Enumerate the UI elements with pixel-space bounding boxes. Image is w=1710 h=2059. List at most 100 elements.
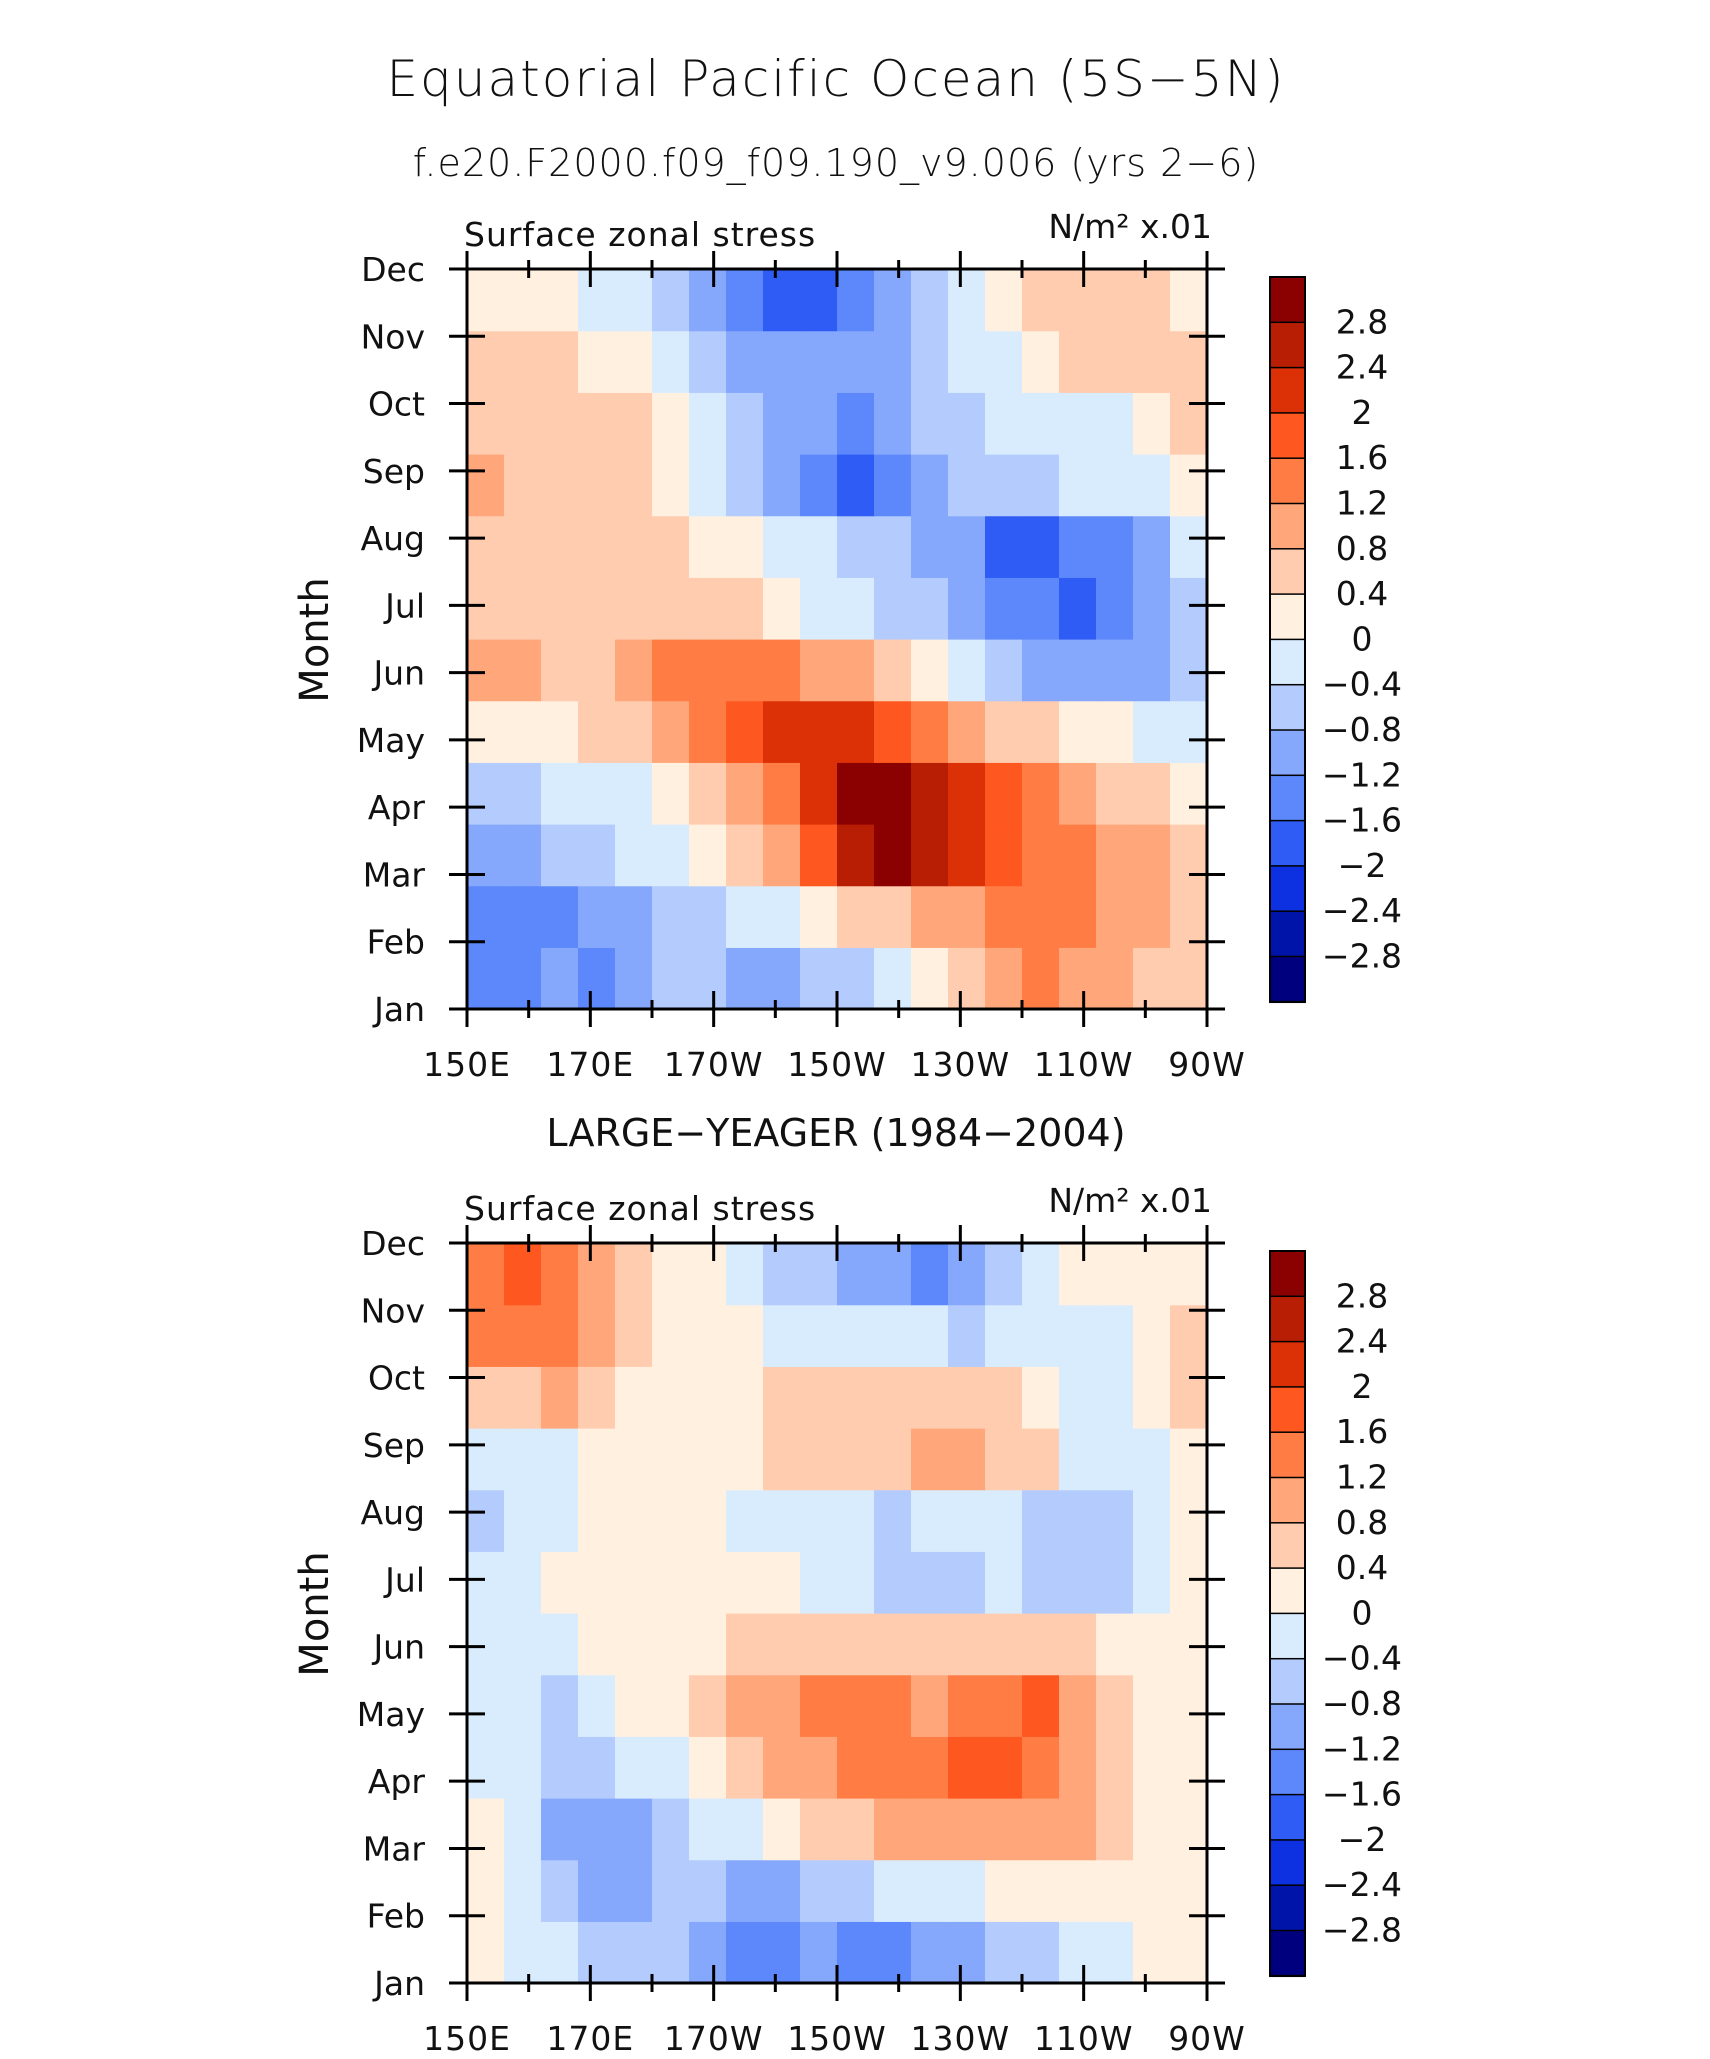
contour-cell <box>874 1489 912 1552</box>
colorbar-swatch <box>1269 1748 1306 1796</box>
contour-cell <box>467 1366 505 1429</box>
contour-cell <box>1133 947 1171 1010</box>
contour-cell <box>874 885 912 948</box>
contour-cell <box>504 515 542 578</box>
contour-cell <box>837 1366 875 1429</box>
contour-cell <box>504 1613 542 1676</box>
contour-cell <box>1022 947 1060 1010</box>
x-tick-label: 150W <box>787 2019 887 2058</box>
contour-cell <box>652 947 690 1010</box>
contour-cell <box>874 1674 912 1737</box>
contour-cell <box>1096 1921 1134 1984</box>
contour-cell <box>1096 885 1134 948</box>
figure-subtitle: f.e20.F2000.f09_f09.190_v9.006 (yrs 2−6) <box>413 141 1259 186</box>
contour-cell <box>467 885 505 948</box>
contour-cell <box>800 454 838 517</box>
contour-cell <box>1022 824 1060 887</box>
contour-cell <box>985 1736 1023 1799</box>
contour-cell <box>1133 577 1171 640</box>
contour-cell <box>948 454 986 517</box>
contour-cell <box>800 1243 838 1306</box>
contour-cell <box>689 947 727 1010</box>
y-tick-label: Sep <box>363 1426 425 1465</box>
contour-cell <box>763 762 801 825</box>
contour-cell <box>578 762 616 825</box>
contour-cell <box>504 947 542 1010</box>
y-tick-label: Apr <box>368 1762 426 1801</box>
contour-cell <box>837 947 875 1010</box>
contour-cell <box>1096 577 1134 640</box>
contour-cell <box>1170 1366 1208 1429</box>
colorbar-swatch <box>1269 1657 1306 1706</box>
colorbar-label: −1.2 <box>1322 1729 1402 1768</box>
contour-cell <box>615 1366 653 1429</box>
contour-cell <box>911 1859 949 1922</box>
contour-cell <box>1133 1428 1171 1491</box>
colorbar-swatch <box>1269 321 1306 369</box>
contour-cell <box>652 269 690 332</box>
contour-cell <box>1022 515 1060 578</box>
contour-cell <box>800 330 838 393</box>
contour-cell <box>1022 269 1060 332</box>
contour-cell <box>1096 947 1134 1010</box>
contour-cell <box>615 639 653 702</box>
contour-cell <box>652 885 690 948</box>
contour-cell <box>763 700 801 763</box>
contour-cell <box>541 392 579 455</box>
contour-cell <box>541 1304 579 1367</box>
contour-cell <box>1170 762 1208 825</box>
contour-cell <box>578 700 616 763</box>
contour-cell <box>1133 1489 1171 1552</box>
contour-cell <box>948 639 986 702</box>
x-tick-label: 150E <box>423 2019 511 2058</box>
contour-cell <box>800 1428 838 1491</box>
contour-cell <box>800 577 838 640</box>
contour-cell <box>948 330 986 393</box>
contour-cell <box>800 824 838 887</box>
contour-cell <box>800 1674 838 1737</box>
contour-cell <box>578 1674 616 1737</box>
panel-2-axes: Jan Feb Mar Apr May Jun Jul Aug Sep Oct Nov Dec 150E… <box>357 1224 1245 2058</box>
contour-cell <box>1022 1366 1060 1429</box>
contour-cell <box>504 1674 542 1737</box>
contour-cell <box>763 947 801 1010</box>
y-tick-label: Jan <box>372 990 425 1029</box>
contour-cell <box>874 1736 912 1799</box>
contour-cell <box>948 515 986 578</box>
contour-cell <box>615 515 653 578</box>
contour-cell <box>689 515 727 578</box>
contour-cell <box>541 454 579 517</box>
contour-cell <box>1022 392 1060 455</box>
contour-cell <box>652 1859 690 1922</box>
contour-cell <box>652 1613 690 1676</box>
contour-cell <box>615 1859 653 1922</box>
contour-cell <box>467 1243 505 1306</box>
contour-cell <box>467 700 505 763</box>
contour-cell <box>578 1366 616 1429</box>
contour-cell <box>652 1921 690 1984</box>
y-tick-label: Sep <box>363 452 425 491</box>
y-tick-label: Dec <box>361 1224 425 1263</box>
panel-1-left-label: Surface zonal stress <box>464 215 816 254</box>
contour-cell <box>1133 885 1171 948</box>
contour-cell <box>1133 269 1171 332</box>
contour-cell <box>763 1551 801 1614</box>
contour-cell <box>1059 1304 1097 1367</box>
contour-cell <box>911 762 949 825</box>
contour-cell <box>948 269 986 332</box>
contour-cell <box>1022 1304 1060 1367</box>
contour-cell <box>1170 1428 1208 1491</box>
contour-cell <box>837 639 875 702</box>
contour-cell <box>800 947 838 1010</box>
contour-cell <box>911 330 949 393</box>
contour-cell <box>1170 1551 1208 1614</box>
contour-cell <box>948 947 986 1010</box>
x-tick-label: 90W <box>1168 1045 1246 1084</box>
contour-cell <box>726 1736 764 1799</box>
contour-cell <box>541 1551 579 1614</box>
contour-cell <box>874 1859 912 1922</box>
contour-cell <box>689 1243 727 1306</box>
contour-cell <box>1133 762 1171 825</box>
contour-cell <box>541 1674 579 1737</box>
colorbar-label: −2 <box>1338 846 1387 885</box>
